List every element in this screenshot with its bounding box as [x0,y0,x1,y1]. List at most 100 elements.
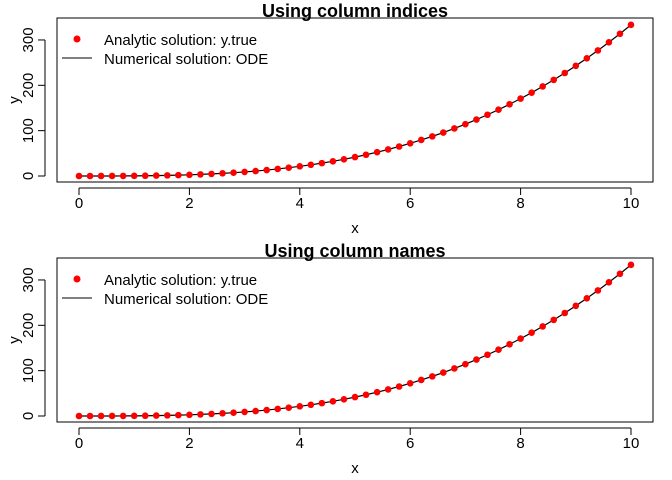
data-point [318,399,326,407]
data-point [108,412,116,420]
x-axis-label: x [351,460,359,477]
data-point [506,100,513,108]
data-point [86,172,94,180]
data-point [263,406,270,414]
data-point [495,106,502,113]
data-point [86,412,94,420]
data-point [462,360,469,368]
data-point [219,410,226,417]
legend-label-analytic: Analytic solution: y.true [104,272,257,289]
data-point [241,408,248,416]
data-point [130,412,138,420]
data-point [208,410,215,418]
data-point [307,161,315,169]
data-point [594,47,602,54]
data-point [296,403,304,410]
data-point [384,146,392,153]
chart-title: Using column names [264,241,445,261]
data-point [97,172,105,180]
x-tick-label: 6 [406,435,414,452]
data-point [197,411,204,418]
data-point [252,407,259,415]
data-point [528,329,535,336]
data-point [141,172,149,180]
y-axis-label: y [6,336,23,344]
data-point [561,309,569,317]
data-point [539,83,546,90]
data-point [340,155,348,163]
data-point [329,157,337,165]
data-point [274,405,282,413]
data-point [285,404,293,412]
data-point [285,164,293,172]
x-tick-label: 10 [623,435,640,452]
x-tick-label: 2 [185,435,193,452]
analytic-points-layer [75,21,635,180]
data-point [274,165,282,173]
data-point [263,166,270,174]
data-point [462,120,469,128]
data-point [175,171,182,179]
legend-point-symbol [73,35,81,43]
data-point [296,163,304,170]
data-point [75,172,83,180]
data-point [152,412,160,419]
data-point [561,69,569,77]
data-point [208,170,215,178]
data-point [141,412,149,420]
legend-label-numerical: Numerical solution: ODE [104,291,268,308]
data-point [539,323,546,330]
data-point [451,125,458,132]
x-axis-label: x [351,220,359,237]
data-point [186,171,193,179]
data-point [440,129,447,136]
y-tick-label: 200 [20,73,37,98]
data-point [616,30,624,38]
data-point [351,153,359,161]
data-point [605,278,613,286]
data-point [197,171,204,178]
data-point [130,172,138,180]
data-point [417,376,425,384]
data-point [528,89,535,96]
x-tick-label: 0 [75,195,83,212]
data-point [384,386,392,393]
data-point [119,412,127,420]
data-point [241,168,248,176]
data-point [108,172,116,180]
data-point [572,62,580,70]
data-point [572,302,580,310]
chart-title: Using column indices [262,1,448,21]
x-tick-label: 10 [623,195,640,212]
data-point [627,261,635,269]
data-point [152,172,160,179]
data-point [428,373,436,380]
data-point [75,412,83,420]
data-point [517,95,524,102]
plot-box [56,257,654,423]
data-point [406,140,414,147]
legend-point-symbol [73,275,81,283]
data-point [406,380,414,387]
data-point [164,172,171,179]
data-point [340,395,348,403]
data-point [583,54,591,62]
data-point [583,294,591,302]
data-point [473,116,480,123]
data-point [362,151,370,159]
data-point [506,340,513,348]
data-point [473,356,480,363]
legend: Analytic solution: y.true Numerical solu… [62,32,268,68]
data-point [230,169,237,176]
data-point [362,391,370,399]
data-point [517,335,524,342]
y-tick-label: 0 [20,172,37,180]
data-point [550,76,558,84]
y-axis-label: y [6,96,23,104]
data-point [119,172,127,180]
data-point [440,369,447,376]
data-point [605,38,613,46]
